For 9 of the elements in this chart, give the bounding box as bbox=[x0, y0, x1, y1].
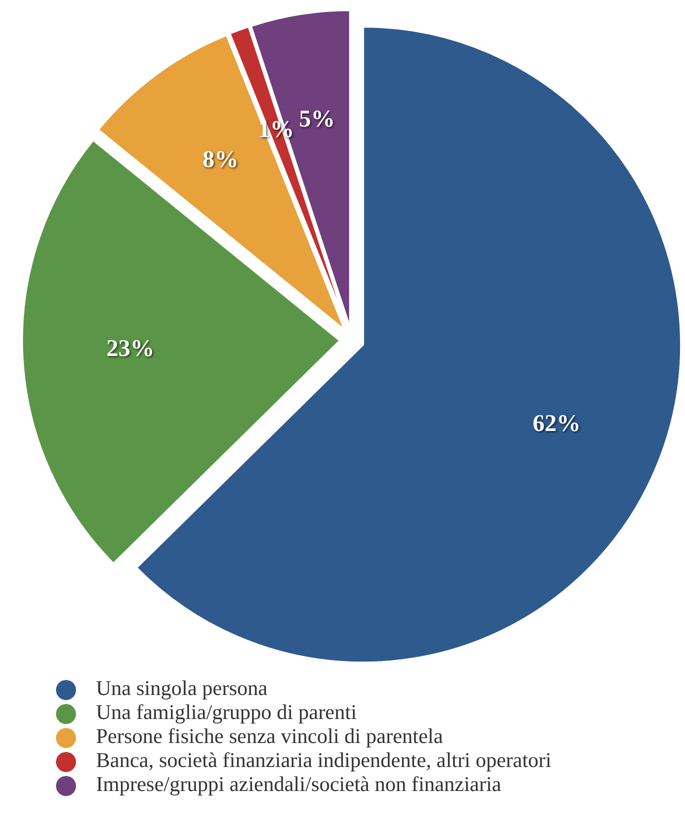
data-label: 5% bbox=[298, 106, 335, 132]
legend-label: Imprese/gruppi aziendali/società non finanziaria bbox=[96, 772, 502, 796]
legend-label: Una famiglia/gruppo di parenti bbox=[96, 700, 357, 724]
legend-label: Persone fisiche senza vincoli di parentela bbox=[96, 724, 444, 748]
data-label: 8% bbox=[202, 146, 238, 173]
legend-label: Una singola persona bbox=[96, 676, 268, 700]
data-label: 62% bbox=[532, 411, 581, 438]
legend-label: Banca, società finanziaria indipendente, altri operatori bbox=[96, 748, 552, 772]
data-label: 23% bbox=[106, 336, 154, 362]
